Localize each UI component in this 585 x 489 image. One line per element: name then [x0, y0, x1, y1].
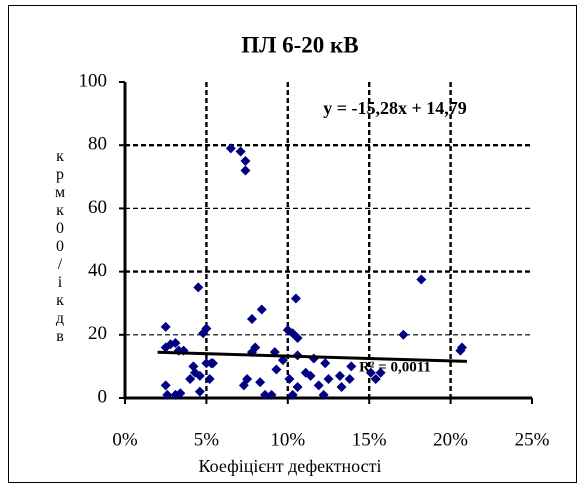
point [194, 386, 205, 397]
point [255, 377, 266, 388]
point [320, 358, 331, 369]
point [256, 304, 267, 315]
point [292, 332, 303, 343]
point [323, 374, 334, 385]
x-tick-label: 25% [515, 429, 550, 450]
x-tick-label: 20% [433, 429, 468, 450]
x-tick-label: 15% [352, 429, 387, 450]
point [305, 370, 316, 381]
y-tick-label: 40 [88, 260, 107, 281]
point [313, 380, 324, 391]
point [242, 374, 253, 385]
y-tick-label: 60 [88, 197, 107, 218]
y-tick-label: 100 [79, 70, 108, 91]
point [292, 381, 303, 392]
x-tick-label: 0% [112, 429, 138, 450]
point [246, 314, 257, 324]
point [318, 389, 329, 400]
point [344, 374, 355, 385]
point [334, 370, 345, 381]
point [346, 361, 357, 372]
point [365, 367, 376, 378]
point [175, 388, 186, 399]
chart-border [8, 5, 577, 483]
x-tick-label: 10% [270, 429, 305, 450]
point [266, 389, 277, 400]
point [336, 381, 347, 392]
point [375, 367, 386, 378]
point [284, 374, 295, 385]
point [235, 146, 246, 157]
y-tick-label: 0 [98, 386, 108, 407]
point [456, 342, 467, 353]
point [370, 374, 381, 385]
point [160, 321, 171, 332]
point [204, 374, 215, 385]
x-axis-label: Коефіцієнт дефектності [199, 456, 382, 476]
point [225, 143, 236, 154]
chart-title: ПЛ 6-20 кВ [241, 32, 358, 57]
trend-equation: y = -15,28x + 14,79 [323, 98, 467, 118]
point [260, 389, 271, 400]
point [185, 374, 196, 385]
point [194, 370, 205, 381]
point [398, 329, 409, 340]
x-tick-label: 5% [194, 429, 220, 450]
point [160, 380, 171, 391]
point [170, 338, 181, 349]
point [198, 328, 209, 339]
point [290, 293, 301, 304]
y-tick-label: 80 [88, 134, 107, 155]
r-squared: R² = 0,0011 [359, 359, 431, 375]
trend-line [157, 350, 467, 363]
point [162, 389, 173, 400]
point [240, 156, 251, 166]
point [416, 274, 427, 285]
point [207, 358, 218, 369]
point [287, 389, 298, 400]
point [250, 342, 261, 353]
point [240, 165, 251, 176]
point [277, 355, 288, 366]
point [193, 282, 204, 293]
point [271, 364, 282, 375]
y-axis-label: крмк00/ікдв [52, 148, 69, 346]
y-tick-label: 20 [88, 323, 107, 344]
